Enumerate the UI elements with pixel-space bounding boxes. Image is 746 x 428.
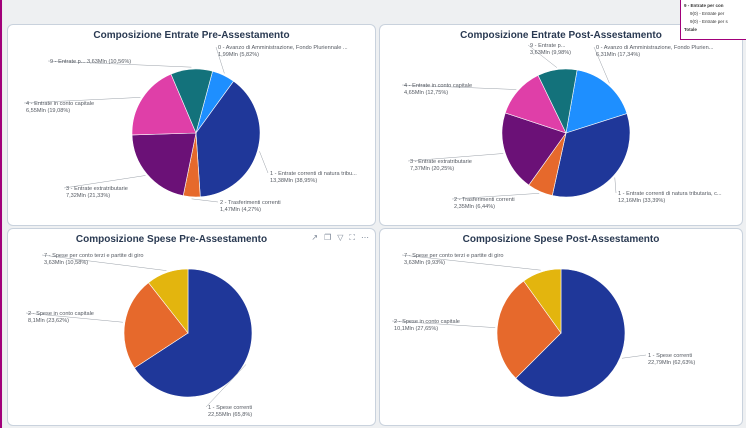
leader-line xyxy=(47,60,192,68)
chart-title: Composizione Entrate Pre-Assestamento xyxy=(93,30,290,41)
leader-line xyxy=(391,320,496,328)
slice-value-label: 12,16Mln (33,39%) xyxy=(618,198,665,204)
leader-line xyxy=(407,153,504,162)
slice-label: 7 - Spese per conto terzi e partite di g… xyxy=(404,253,504,259)
chart-title: Composizione Spese Pre-Assestamento xyxy=(75,234,268,245)
pie-slice[interactable] xyxy=(523,268,562,334)
pie-panel-spese-pre[interactable]: Composizione Spese Pre-Assestamento ↗ ❐ … xyxy=(7,228,376,426)
copy-icon[interactable]: ❐ xyxy=(324,233,332,242)
pie-slice[interactable] xyxy=(501,112,567,186)
slice-label: 1 - Spese correnti xyxy=(208,405,252,411)
pie-slice[interactable] xyxy=(133,268,253,398)
pin-icon[interactable]: ↗ xyxy=(311,233,319,242)
focus-icon[interactable]: ⛶ xyxy=(349,233,355,242)
slice-value-label: 7,32Mln (21,33%) xyxy=(66,193,110,199)
pie-slice[interactable] xyxy=(195,80,261,198)
leader-line xyxy=(401,84,517,90)
pie-panel-spese-post[interactable]: Composizione Spese Post-Assestamento 1 -… xyxy=(379,228,743,426)
slice-value-label: 6,31Mln (17,34%) xyxy=(596,52,640,58)
pie-panel-entrate-post[interactable]: Composizione Entrate Post-Assestamento 0… xyxy=(379,24,743,226)
slice-label: 0 - Avanzo di Amministrazione, Fondo Plu… xyxy=(596,45,714,51)
leader-line xyxy=(527,44,558,68)
report-canvas: Composizione Entrate Pre-Assestamento 0 … xyxy=(3,0,746,428)
slice-value-label: 3,63Mln (10,58%) xyxy=(44,260,88,266)
leader-line xyxy=(451,193,540,200)
slice-value-label: 10,1Mln (27,65%) xyxy=(394,326,438,332)
pie-slice[interactable] xyxy=(565,69,628,134)
slice-label: 4 - Entrate in conto capitale xyxy=(404,83,472,89)
slice-label: 9 - Entrate p... xyxy=(530,43,566,49)
slice-value-label: 1,99Mln (5,82%) xyxy=(218,52,259,58)
pie-slice[interactable] xyxy=(170,68,213,134)
pie-slice[interactable] xyxy=(551,113,631,198)
slice-label: 0 - Avanzo di Amministrazione, Fondo Plu… xyxy=(218,45,348,51)
leader-line xyxy=(205,364,247,408)
slice-label: 4 - Entrate in conto capitale xyxy=(26,101,94,107)
slice-value-label: 13,38Mln (38,95%) xyxy=(270,178,317,184)
slice-label: 1 - Entrate correnti di natura tribu... xyxy=(270,171,357,177)
slice-label: 2 - Spese in conto capitale xyxy=(394,319,460,325)
slice-value-label: 22,79Mln (62,63%) xyxy=(648,360,695,366)
pie-panel-entrate-pre[interactable]: Composizione Entrate Pre-Assestamento 0 … xyxy=(7,24,376,226)
pie-slice[interactable] xyxy=(131,132,197,197)
matrix-legend-overlay[interactable]: 9 - Entrate per con 9(0) - Entrate per 9… xyxy=(680,0,746,40)
pie-slice[interactable] xyxy=(131,73,197,136)
leader-line xyxy=(215,46,225,74)
leader-line xyxy=(63,175,146,189)
slice-value-label: 4,65Mln (12,75%) xyxy=(404,90,448,96)
legend-row[interactable]: Totale xyxy=(684,27,697,32)
pie-slice[interactable] xyxy=(537,68,578,134)
leader-line xyxy=(593,46,610,84)
legend-row[interactable]: 9(0) - Entrate per s xyxy=(690,19,728,24)
slice-label: 2 - Trasferimenti correnti xyxy=(454,197,515,203)
pie-chart-entrate-post: 0 - Avanzo di Amministrazione, Fondo Plu… xyxy=(401,43,722,210)
report-frame-border xyxy=(0,0,2,428)
slice-value-label: 8,1Mln (23,62%) xyxy=(28,318,69,324)
pie-slice[interactable] xyxy=(148,268,189,334)
slice-label: 7 - Spese per conto terzi e partite di g… xyxy=(44,253,144,259)
pie-chart-entrate-pre: 0 - Avanzo di Amministrazione, Fondo Plu… xyxy=(23,45,357,213)
slice-label: 9 - Entrate p... 3,63Mln (10,56%) xyxy=(50,59,131,65)
visual-toolbar: ↗ ❐ ▽ ⛶ ⋯ xyxy=(311,233,369,243)
leader-line xyxy=(23,97,141,104)
leader-line xyxy=(621,354,647,359)
leader-line xyxy=(41,254,167,271)
leader-line xyxy=(25,312,123,323)
slice-label: 1 - Entrate correnti di natura tributari… xyxy=(618,191,722,197)
slice-value-label: 2,35Mln (6,44%) xyxy=(454,204,495,210)
slice-value-label: 22,55Mln (65,8%) xyxy=(208,412,252,418)
slice-label: 2 - Spese in conto capitale xyxy=(28,311,94,317)
pie-slice[interactable] xyxy=(123,282,189,369)
slice-value-label: 3,63Mln (9,98%) xyxy=(530,50,571,56)
leader-line xyxy=(614,177,617,194)
legend-row[interactable]: 9(0) - Entrate per xyxy=(690,11,725,16)
leader-line xyxy=(191,198,219,203)
legend-row[interactable]: 9 - Entrate per con xyxy=(684,3,724,8)
leader-line xyxy=(401,254,541,271)
leader-line xyxy=(259,151,269,174)
slice-value-label: 6,55Mln (19,08%) xyxy=(26,108,70,114)
more-icon[interactable]: ⋯ xyxy=(361,233,369,242)
chart-title: Composizione Spese Post-Assestamento xyxy=(462,234,660,245)
slice-label: 2 - Trasferimenti correnti xyxy=(220,200,281,206)
chart-title: Composizione Entrate Post-Assestamento xyxy=(460,30,662,41)
slice-value-label: 3,63Mln (9,93%) xyxy=(404,260,445,266)
slice-value-label: 1,47Mln (4,27%) xyxy=(220,207,261,213)
slice-label: 1 - Spese correnti xyxy=(648,353,692,359)
pie-slice[interactable] xyxy=(515,268,626,398)
filter-icon[interactable]: ▽ xyxy=(337,233,344,242)
slice-label: 3 - Entrate extratributarie xyxy=(66,186,128,192)
slice-value-label: 7,37Mln (20,25%) xyxy=(410,166,454,172)
pie-slice[interactable] xyxy=(496,280,562,379)
slice-label: 3 - Entrate extratributarie xyxy=(410,159,472,165)
